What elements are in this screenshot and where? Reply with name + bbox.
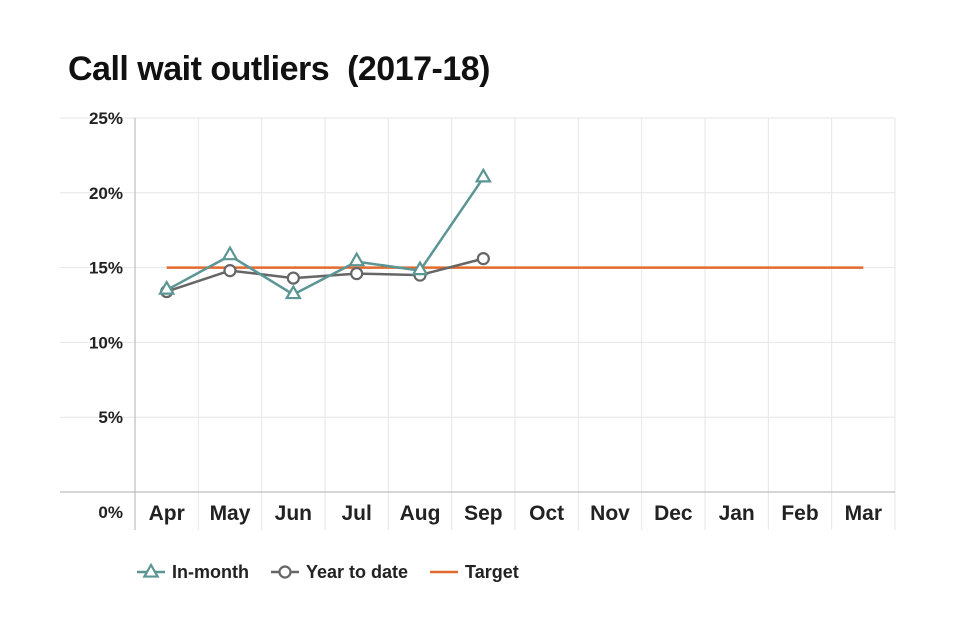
x-tick-label: Apr [149, 502, 185, 525]
y-tick-label: 20% [89, 184, 123, 203]
y-tick-label: 10% [89, 333, 123, 352]
y-tick-label: 25% [89, 109, 123, 128]
x-tick-label: Sep [464, 502, 503, 525]
legend-marker-in-month [142, 562, 160, 578]
data-point-year-to-date [223, 263, 237, 278]
axes [60, 118, 895, 530]
x-tick-label: Nov [590, 502, 630, 525]
y-tick-label: 15% [89, 259, 123, 278]
data-point-in-month [411, 260, 429, 276]
x-tick-label: Aug [400, 502, 441, 525]
chart-title: Call wait outliers (2017-18) [68, 50, 491, 88]
series-line-in-month [166, 177, 485, 296]
data-point-in-month [284, 284, 302, 300]
x-tick-label: Oct [529, 502, 564, 525]
series-line-year-to-date [166, 257, 484, 293]
grid-lines [60, 117, 896, 530]
legend: In-month Year to date Target [137, 562, 519, 582]
legend-label-in-month: In-month [172, 562, 249, 582]
data-point-year-to-date [476, 252, 490, 266]
x-tick-label: Jan [719, 502, 755, 525]
data-point-year-to-date [350, 266, 364, 281]
legend-marker-year-to-date [278, 565, 292, 579]
x-axis-ticks: Apr May Jun Jul Aug Sep Oct Nov Dec Jan Feb Mar [149, 502, 882, 525]
data-point-in-month [348, 251, 366, 267]
data-point-in-month [474, 167, 492, 183]
data-point-year-to-date [286, 271, 300, 285]
y-tick-label: 0% [98, 503, 123, 522]
x-tick-label: Dec [654, 502, 693, 525]
legend-label-year-to-date: Year to date [306, 562, 408, 582]
legend-label-target: Target [465, 562, 519, 582]
data-point-in-month [158, 279, 176, 295]
y-axis-ticks: 0% 5% 10% 15% 20% 25% [89, 109, 123, 522]
x-tick-label: Jun [275, 502, 312, 525]
x-tick-label: Feb [781, 502, 818, 525]
x-tick-label: Jul [341, 502, 371, 525]
y-tick-label: 5% [98, 408, 123, 427]
x-tick-label: May [210, 502, 251, 525]
series-layer [158, 167, 864, 300]
data-point-in-month [221, 245, 239, 261]
x-tick-label: Mar [845, 502, 882, 525]
